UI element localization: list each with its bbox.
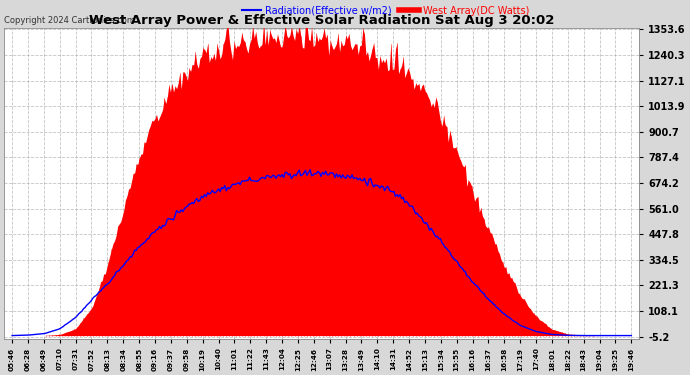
Title: West Array Power & Effective Solar Radiation Sat Aug 3 20:02: West Array Power & Effective Solar Radia… — [89, 14, 555, 27]
Text: Copyright 2024 Cartronics.com: Copyright 2024 Cartronics.com — [4, 16, 135, 25]
Legend: Radiation(Effective w/m2), West Array(DC Watts): Radiation(Effective w/m2), West Array(DC… — [237, 2, 533, 20]
